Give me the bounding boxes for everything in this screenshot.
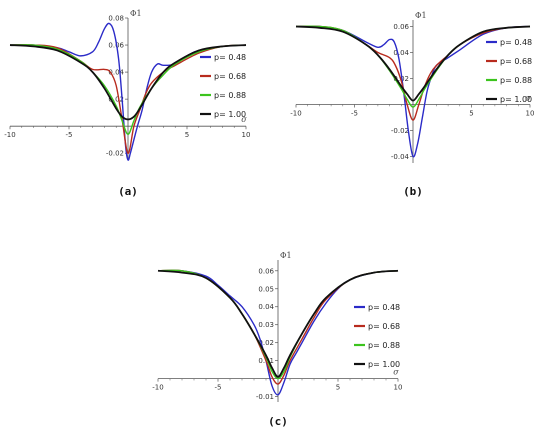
legend: p= 0.48 p= 0.68 p= 0.88 p= 1.00 <box>354 303 400 369</box>
y-tick-label: 0.08 <box>108 15 124 23</box>
legend-label: p= 1.00 <box>500 95 532 104</box>
panel-label: (b) <box>403 185 423 198</box>
x-tick-label: 10 <box>526 110 535 118</box>
legend-label: p= 0.68 <box>214 72 246 81</box>
x-tick-label: 5 <box>185 131 189 139</box>
x-tick-label: 5 <box>336 384 340 392</box>
x-tick-label: -10 <box>4 131 15 139</box>
y-axis-label: Φ1 <box>280 251 292 260</box>
y-axis-label: Φ1 <box>415 11 427 20</box>
legend-label: p= 0.48 <box>368 303 400 312</box>
legend-label: p= 0.48 <box>500 38 532 47</box>
y-tick-label: -0.02 <box>391 127 409 135</box>
y-tick-label: 0.02 <box>258 339 274 347</box>
series-line <box>9 44 247 121</box>
y-tick-label: 0.06 <box>393 23 409 31</box>
y-axis-label: Φ1 <box>130 9 142 18</box>
y-tick-label: 0.05 <box>258 285 274 293</box>
legend-label: p= 1.00 <box>368 360 400 369</box>
y-tick-label: 0.04 <box>108 69 124 77</box>
panel-label: (c) <box>268 415 288 428</box>
chart-panel-3: -10 -5 5 10-0.010.010.020.030.040.050.06σΦ1… <box>152 251 402 428</box>
x-tick-label: -5 <box>66 131 73 139</box>
legend-label: p= 0.68 <box>500 57 532 66</box>
legend-label: p= 0.48 <box>214 53 246 62</box>
x-tick-label: -5 <box>215 384 222 392</box>
legend-label: p= 0.88 <box>214 91 246 100</box>
y-tick-label: 0.03 <box>258 321 274 329</box>
y-tick-label: -0.01 <box>256 393 274 401</box>
x-tick-label: -10 <box>152 384 163 392</box>
legend-label: p= 0.88 <box>500 76 532 85</box>
legend-label: p= 1.00 <box>214 110 246 119</box>
x-tick-label: 10 <box>242 131 251 139</box>
x-tick-label: -10 <box>290 110 301 118</box>
series-line <box>295 25 531 158</box>
series-line <box>157 269 399 378</box>
series-line <box>295 25 531 102</box>
panel-label: (a) <box>118 185 138 198</box>
series-line <box>157 269 399 396</box>
legend: p= 0.48 p= 0.68 p= 0.88 p= 1.00 <box>200 53 246 119</box>
y-tick-label: 0.04 <box>258 303 274 311</box>
y-tick-label: 0.06 <box>258 267 274 275</box>
series-line <box>9 44 247 135</box>
x-axis-label: σ <box>525 94 531 103</box>
y-tick-label: -0.04 <box>391 153 410 161</box>
legend: p= 0.48 p= 0.68 p= 0.88 p= 1.00 <box>486 38 532 104</box>
legend-label: p= 0.68 <box>368 322 400 331</box>
y-tick-label: 0.04 <box>393 49 409 57</box>
x-axis-label: σ <box>393 368 399 377</box>
y-tick-label: -0.02 <box>106 150 124 158</box>
x-tick-label: 5 <box>469 110 473 118</box>
legend-label: p= 0.88 <box>368 341 400 350</box>
x-tick-label: -5 <box>351 110 358 118</box>
x-tick-label: 10 <box>394 384 403 392</box>
y-tick-label: 0.02 <box>108 96 124 104</box>
x-axis-label: σ <box>241 115 247 124</box>
